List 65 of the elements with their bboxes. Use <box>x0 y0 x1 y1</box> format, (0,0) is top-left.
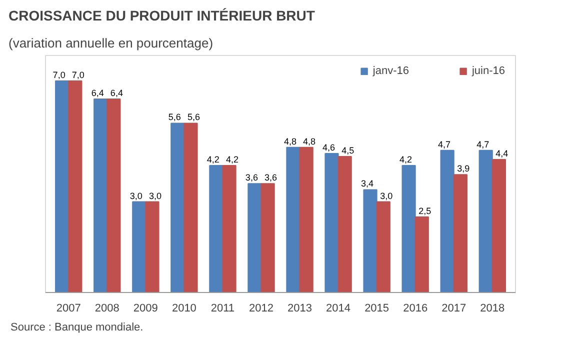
bar <box>209 165 224 292</box>
bar <box>260 183 275 292</box>
x-tick-label: 2010 <box>172 302 196 314</box>
bar <box>94 98 108 292</box>
data-label: 4,8 <box>284 136 296 146</box>
bar <box>299 146 314 292</box>
bar <box>106 98 121 292</box>
x-tick-label: 2013 <box>288 302 312 314</box>
bar <box>376 201 390 292</box>
x-tick-label: 2015 <box>364 302 390 314</box>
bar <box>55 80 70 292</box>
bar <box>338 156 352 292</box>
data-label: 6,4 <box>110 88 123 98</box>
data-label: 4,4 <box>496 148 508 158</box>
data-label: 5,6 <box>187 112 200 122</box>
bar <box>478 150 493 292</box>
bar <box>132 201 146 292</box>
bar <box>402 165 416 292</box>
chart-title: CROISSANCE DU PRODUIT INTÉRIEUR BRUT <box>8 8 316 24</box>
x-tick-label: 2011 <box>210 302 235 314</box>
x-tick-label: 2009 <box>133 302 158 314</box>
bar <box>248 183 262 292</box>
data-label: 7,0 <box>52 70 66 80</box>
bar <box>145 201 160 292</box>
chart-subtitle: (variation annuelle en pourcentage) <box>8 36 214 50</box>
bar <box>184 122 198 292</box>
bar <box>68 80 82 292</box>
data-label: 4,6 <box>322 142 335 152</box>
bar <box>170 122 185 292</box>
bar <box>222 165 236 292</box>
source-note: Source : Banque mondiale. <box>10 322 144 334</box>
data-label: 3,4 <box>361 178 374 189</box>
data-label: 3,6 <box>264 172 278 183</box>
x-tick-label: 2018 <box>480 302 505 314</box>
data-label: 4,2 <box>400 154 412 165</box>
data-label: 4,7 <box>438 139 451 150</box>
data-label: 4,2 <box>226 154 239 165</box>
legend-label: janv-16 <box>372 65 409 77</box>
data-label: 4,8 <box>303 136 316 146</box>
data-label: 3,0 <box>148 190 162 201</box>
x-tick-label: 2016 <box>403 302 428 314</box>
bar <box>363 189 378 292</box>
bar <box>440 150 454 292</box>
legend-label: juin-16 <box>472 65 505 77</box>
bar <box>492 158 506 292</box>
bar <box>414 216 429 292</box>
x-tick-label: 2017 <box>442 302 466 314</box>
x-tick-label: 2012 <box>249 302 274 314</box>
data-label: 4,2 <box>206 154 220 165</box>
data-label: 3,0 <box>130 190 142 201</box>
data-label: 4,5 <box>342 145 354 156</box>
bar <box>453 174 468 292</box>
data-label: 6,4 <box>91 88 104 98</box>
data-label: 3,0 <box>380 190 393 201</box>
x-tick-label: 2014 <box>326 302 351 314</box>
data-label: 7,0 <box>72 70 84 80</box>
data-label: 3,6 <box>245 172 258 183</box>
bar <box>286 146 300 292</box>
data-label: 2,5 <box>418 206 432 216</box>
data-label: 3,9 <box>457 164 470 174</box>
data-label: 5,6 <box>168 112 181 122</box>
bar <box>324 152 339 292</box>
x-tick-label: 2008 <box>94 302 120 314</box>
x-tick-label: 2007 <box>56 302 81 314</box>
data-label: 4,7 <box>476 139 490 150</box>
